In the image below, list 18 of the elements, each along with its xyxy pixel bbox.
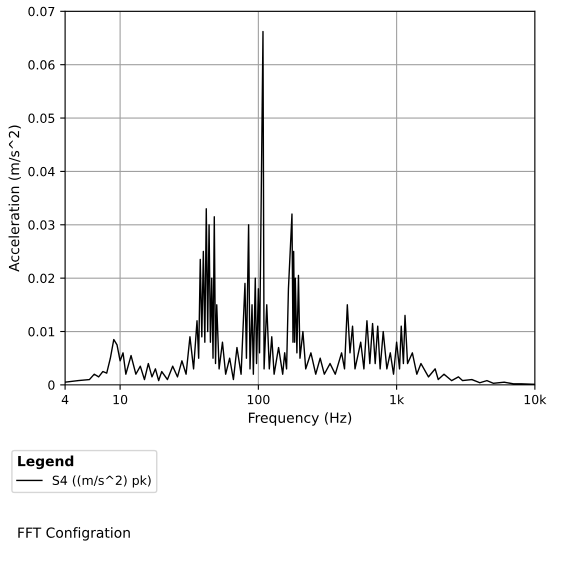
y-axis-title: Acceleration (m/s^2): [8, 126, 21, 272]
x-tick-label: 1k: [390, 394, 404, 404]
y-tick-label: 0.04: [28, 166, 55, 176]
y-tick-label: 0.06: [28, 60, 55, 70]
text: FFT Configration: [18, 527, 130, 541]
y-tick-label: 0.07: [28, 6, 54, 16]
y-tick-label: 0.01: [28, 326, 54, 336]
x-tick-label: 100: [248, 394, 270, 404]
x-tick-label: 10k: [524, 394, 546, 404]
y-tick-label: 0.02: [28, 274, 54, 284]
legend-label: S4 ((m/s^2) pk): [52, 475, 151, 488]
y-tick-label: 0: [48, 380, 55, 390]
x-tick-label: 4: [62, 394, 68, 404]
x-tick-label: 10: [114, 394, 128, 404]
x-axis-title: Frequency (Hz): [248, 412, 352, 426]
y-tick-label: 0.05: [28, 114, 54, 123]
y-tick-label: 0.03: [28, 220, 54, 230]
legend-title: Legend: [18, 456, 74, 470]
